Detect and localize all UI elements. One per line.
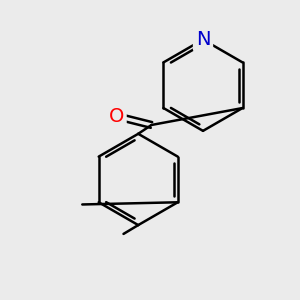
Text: N: N	[196, 30, 210, 49]
Text: O: O	[109, 106, 124, 126]
